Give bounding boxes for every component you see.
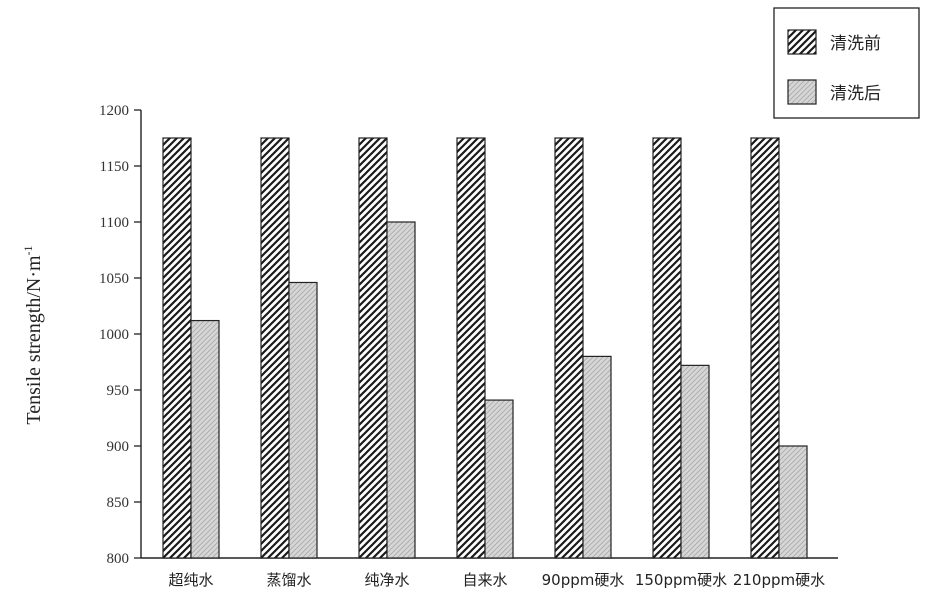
y-tick-label: 800 [107, 551, 130, 567]
x-category-label: 210ppm硬水 [733, 571, 825, 589]
bar-after [778, 445, 808, 559]
bar-before [456, 137, 486, 559]
bar-before [162, 137, 192, 559]
bar-before [750, 137, 780, 559]
bar-after [582, 355, 612, 559]
y-tick-label: 1150 [100, 159, 129, 175]
y-tick-label: 1200 [99, 103, 129, 119]
y-tick-label: 950 [107, 383, 130, 399]
legend-label-before: 清洗前 [830, 34, 881, 54]
bar-after [288, 281, 318, 559]
y-axis-label: Tensile strength/N·m-1 [21, 245, 45, 424]
legend-swatch-before [787, 29, 817, 55]
y-tick-label: 1100 [100, 215, 129, 231]
x-category-label: 超纯水 [168, 571, 213, 589]
bar-before [358, 137, 388, 559]
y-tick-label: 900 [107, 439, 130, 455]
legend: 清洗前 清洗后 [773, 7, 920, 119]
x-axis-labels: 超纯水 蒸馏水 纯净水 自来水 90ppm硬水 150ppm硬水 210ppm硬水 [168, 571, 825, 589]
bar-after [680, 364, 710, 559]
x-category-label: 90ppm硬水 [542, 571, 625, 589]
x-category-label: 蒸馏水 [266, 571, 311, 589]
x-category-label: 纯净水 [364, 571, 409, 589]
y-tick-label: 1050 [99, 271, 129, 287]
legend-label-after: 清洗后 [830, 84, 881, 104]
bar-before [260, 137, 290, 559]
bar-after [484, 399, 514, 559]
bar-before [652, 137, 682, 559]
y-tick-label: 1000 [99, 327, 129, 343]
bar-after [190, 319, 220, 559]
legend-swatch-after [787, 79, 817, 105]
bar-before [554, 137, 584, 559]
x-category-label: 150ppm硬水 [635, 571, 727, 589]
y-tick-label: 850 [107, 495, 130, 511]
bar-after [386, 221, 416, 559]
bars [162, 137, 808, 559]
y-axis-ticks: 800 850 900 950 1000 1050 1100 1150 1200 [99, 103, 141, 567]
x-category-label: 自来水 [462, 571, 507, 589]
